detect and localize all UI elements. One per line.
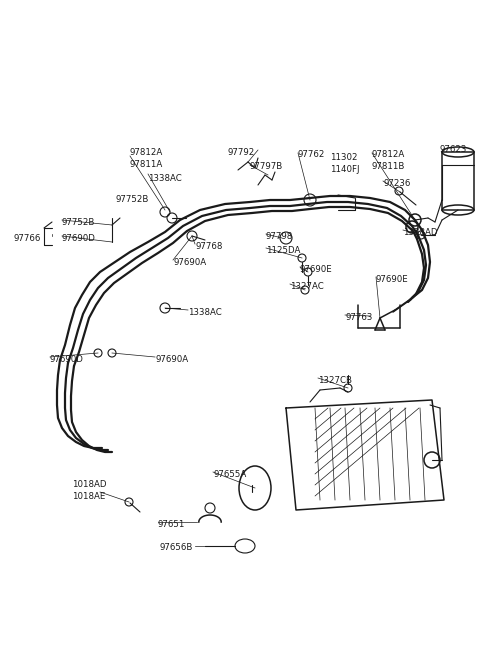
Text: 1140FJ: 1140FJ (330, 165, 360, 174)
Text: 97752B: 97752B (115, 195, 148, 204)
Text: 97655A: 97655A (213, 470, 246, 479)
Text: 97236: 97236 (383, 179, 410, 188)
Bar (442, 152, 474, 210)
Text: 1338AC: 1338AC (148, 174, 182, 183)
Text: 1338AD: 1338AD (403, 228, 437, 237)
Text: 97797B: 97797B (250, 162, 283, 171)
Text: 97768: 97768 (195, 242, 222, 251)
Text: 1125DA: 1125DA (266, 246, 300, 255)
Text: 11302: 11302 (330, 153, 358, 162)
Text: 1018AE: 1018AE (72, 492, 106, 501)
Text: 97690A: 97690A (155, 355, 188, 364)
Text: 97690D: 97690D (50, 355, 84, 364)
Text: 97752B: 97752B (62, 218, 96, 227)
Text: 97766: 97766 (14, 234, 41, 243)
Text: 97812A: 97812A (372, 150, 405, 159)
Text: 97690A: 97690A (173, 258, 206, 267)
Text: 97763: 97763 (345, 313, 372, 322)
Text: 97798: 97798 (266, 232, 293, 241)
Text: 97690E: 97690E (376, 275, 409, 284)
Text: 97812A: 97812A (130, 148, 163, 157)
Text: 97690E: 97690E (300, 265, 333, 274)
Text: 1338AC: 1338AC (188, 308, 222, 317)
Text: 97811B: 97811B (372, 162, 406, 171)
Text: 97623: 97623 (440, 145, 468, 154)
Text: 1327AC: 1327AC (290, 282, 324, 291)
Text: 97762: 97762 (298, 150, 325, 159)
Text: 1327CB: 1327CB (318, 376, 352, 385)
Text: 97651: 97651 (158, 520, 185, 529)
Text: 97690D: 97690D (62, 234, 96, 243)
Text: 97811A: 97811A (130, 160, 163, 169)
Text: 1018AD: 1018AD (72, 480, 107, 489)
Text: 97792: 97792 (228, 148, 255, 157)
Text: 97656B: 97656B (160, 543, 193, 552)
